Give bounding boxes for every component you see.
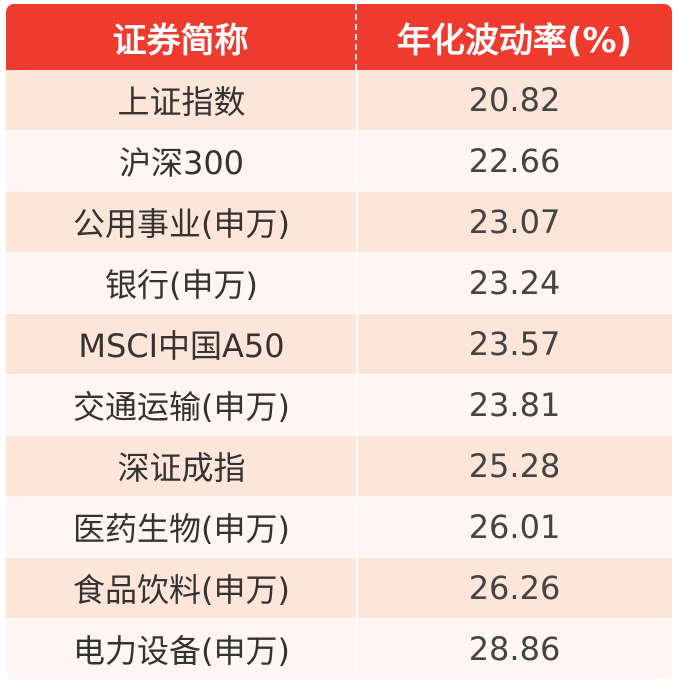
volatility-value-cell: 28.86 [468, 630, 561, 668]
volatility-value-cell: 22.66 [468, 142, 561, 180]
table-row: 交通运输(申万) 23.81 [6, 375, 672, 436]
table-row: 沪深300 22.66 [6, 131, 672, 192]
security-name-cell: 公用事业(申万) [73, 205, 290, 243]
security-name-cell: 深证成指 [117, 449, 246, 487]
header-security-name: 证券简称 [6, 4, 357, 70]
table-row: 电力设备(申万) 28.86 [6, 619, 672, 680]
table-row: 上证指数 20.82 [6, 70, 672, 131]
security-name-cell: 食品饮料(申万) [73, 571, 290, 609]
volatility-value-cell: 25.28 [468, 447, 561, 485]
security-name-cell: 沪深300 [118, 144, 245, 182]
table-row: 银行(申万) 23.24 [6, 253, 672, 314]
security-name-cell: 银行(申万) [105, 266, 258, 304]
table-row: 食品饮料(申万) 26.26 [6, 558, 672, 619]
table-row: 医药生物(申万) 26.01 [6, 497, 672, 558]
volatility-table: 证券简称 年化波动率(%) 上证指数 20.82 沪深300 22.66 公用事业(申万… [6, 4, 672, 680]
volatility-value-cell: 26.26 [468, 569, 561, 607]
table-row: MSCI中国A50 23.57 [6, 314, 672, 375]
column-divider [356, 70, 358, 680]
security-name-cell: 上证指数 [117, 83, 246, 121]
table-body: 上证指数 20.82 沪深300 22.66 公用事业(申万) 23.07 银行(申万) 23… [6, 70, 672, 680]
volatility-value-cell: 26.01 [468, 508, 561, 546]
security-name-cell: MSCI中国A50 [78, 327, 285, 365]
volatility-value-cell: 23.07 [468, 203, 561, 241]
volatility-value-cell: 23.81 [468, 386, 561, 424]
table-header: 证券简称 年化波动率(%) [6, 4, 672, 70]
header-annual-volatility: 年化波动率(%) [396, 20, 633, 61]
volatility-value-cell: 20.82 [468, 81, 561, 119]
table-row: 公用事业(申万) 23.07 [6, 192, 672, 253]
volatility-value-cell: 23.57 [468, 325, 561, 363]
volatility-value-cell: 23.24 [468, 264, 561, 302]
security-name-cell: 医药生物(申万) [73, 510, 290, 548]
security-name-cell: 电力设备(申万) [73, 632, 290, 670]
table-row: 深证成指 25.28 [6, 436, 672, 497]
security-name-cell: 交通运输(申万) [73, 388, 290, 426]
